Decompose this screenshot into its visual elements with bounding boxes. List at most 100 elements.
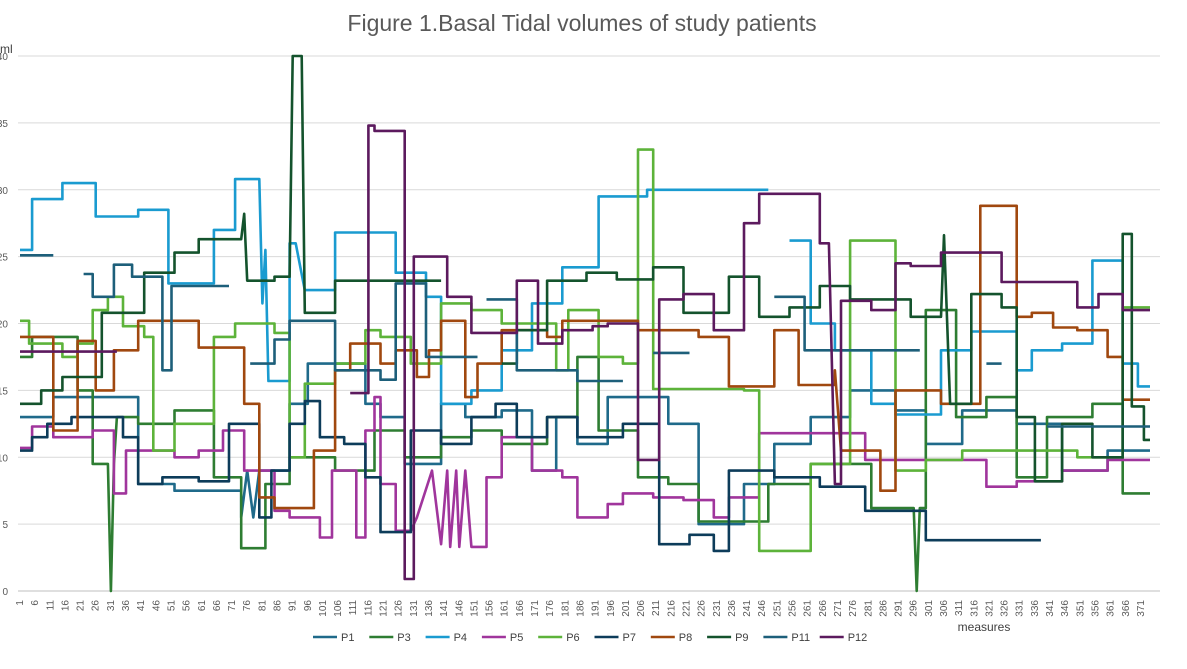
x-tick-label-201: 201 bbox=[621, 600, 632, 617]
x-tick-label-81: 81 bbox=[257, 600, 268, 612]
legend-label-p3: P3 bbox=[397, 632, 410, 644]
legend-label-p8: P8 bbox=[679, 632, 692, 644]
series-line-p9-8 bbox=[20, 54, 442, 406]
x-tick-label-6: 6 bbox=[30, 600, 41, 606]
legend-label-p11: P11 bbox=[791, 632, 810, 644]
x-tick-label-151: 151 bbox=[469, 600, 480, 617]
x-tick-label-346: 346 bbox=[1060, 600, 1071, 617]
series-line-p11-13 bbox=[486, 298, 623, 383]
x-tick-label-326: 326 bbox=[1000, 600, 1011, 617]
x-tick-label-271: 271 bbox=[833, 600, 844, 617]
x-tick-label-21: 21 bbox=[76, 600, 87, 612]
x-tick-label-106: 106 bbox=[333, 600, 344, 617]
x-tick-label-41: 41 bbox=[136, 600, 147, 612]
y-tick-label-15: 15 bbox=[0, 386, 8, 397]
y-axis-label: ml bbox=[0, 42, 13, 56]
x-tick-label-291: 291 bbox=[894, 600, 905, 617]
x-tick-label-331: 331 bbox=[1015, 600, 1026, 617]
x-tick-label-156: 156 bbox=[485, 600, 496, 617]
legend-label-p6: P6 bbox=[566, 632, 579, 644]
y-tick-label-25: 25 bbox=[0, 253, 8, 264]
x-tick-label-186: 186 bbox=[575, 600, 586, 617]
y-tick-label-35: 35 bbox=[0, 119, 8, 130]
x-tick-label-96: 96 bbox=[303, 600, 314, 612]
x-tick-label-1: 1 bbox=[15, 600, 26, 606]
x-tick-label-231: 231 bbox=[712, 600, 723, 617]
x-tick-label-61: 61 bbox=[197, 600, 208, 612]
y-axis-ticks: 0 5 10 15 20 25 30 35 40 bbox=[0, 52, 8, 598]
x-tick-label-241: 241 bbox=[742, 600, 753, 617]
legend-label-p7: P7 bbox=[623, 632, 636, 644]
x-tick-label-316: 316 bbox=[969, 600, 980, 617]
x-tick-label-351: 351 bbox=[1075, 600, 1086, 617]
x-tick-label-296: 296 bbox=[909, 600, 920, 617]
x-tick-label-261: 261 bbox=[803, 600, 814, 617]
x-tick-label-181: 181 bbox=[560, 600, 571, 617]
x-tick-label-11: 11 bbox=[45, 600, 56, 611]
x-tick-label-301: 301 bbox=[924, 600, 935, 617]
y-tick-label-10: 10 bbox=[0, 453, 8, 464]
series-line-p4-2 bbox=[20, 177, 769, 406]
x-tick-label-226: 226 bbox=[697, 600, 708, 617]
x-tick-label-266: 266 bbox=[818, 600, 829, 617]
x-tick-label-281: 281 bbox=[863, 600, 874, 617]
y-tick-label-0: 0 bbox=[2, 587, 8, 598]
x-tick-label-121: 121 bbox=[379, 600, 390, 617]
x-tick-label-141: 141 bbox=[439, 600, 450, 617]
x-tick-label-66: 66 bbox=[212, 600, 223, 612]
x-tick-label-166: 166 bbox=[515, 600, 526, 617]
legend-label-p1: P1 bbox=[341, 632, 354, 644]
series-line-p9-9 bbox=[501, 232, 1150, 483]
x-tick-label-286: 286 bbox=[878, 600, 889, 617]
x-tick-label-126: 126 bbox=[394, 600, 405, 617]
x-tick-label-111: 111 bbox=[348, 600, 359, 616]
x-axis-ticks: 1 6 11 16 21 26 31 36 41 46 51 56 61 66 71 76 81 86 91 96 10… bbox=[15, 600, 1147, 617]
series-line-p7-6 bbox=[20, 399, 1041, 553]
x-tick-label-146: 146 bbox=[454, 600, 465, 617]
x-tick-label-246: 246 bbox=[757, 600, 768, 617]
x-tick-label-16: 16 bbox=[60, 600, 71, 612]
x-tick-label-356: 356 bbox=[1090, 600, 1101, 617]
legend-label-p4: P4 bbox=[454, 632, 467, 644]
x-tick-label-336: 336 bbox=[1030, 600, 1041, 617]
legend-label-p9: P9 bbox=[735, 632, 748, 644]
x-tick-label-251: 251 bbox=[772, 600, 783, 617]
x-tick-label-311: 311 bbox=[954, 600, 965, 616]
series-line-p11-15 bbox=[774, 295, 920, 352]
x-tick-label-196: 196 bbox=[606, 600, 617, 617]
series-line-p11-11 bbox=[83, 263, 229, 372]
legend: P1 P3 P4 P5 P6 P7 P8 P9 P11 P12 bbox=[313, 632, 867, 644]
x-tick-label-211: 211 bbox=[651, 600, 662, 616]
legend-label-p5: P5 bbox=[510, 632, 523, 644]
x-tick-label-91: 91 bbox=[288, 600, 299, 612]
plot-area bbox=[20, 54, 1150, 593]
x-tick-label-26: 26 bbox=[91, 600, 102, 612]
y-tick-label-20: 20 bbox=[0, 320, 8, 331]
x-tick-label-171: 171 bbox=[530, 600, 541, 617]
x-tick-label-56: 56 bbox=[182, 600, 193, 612]
x-tick-label-31: 31 bbox=[106, 600, 117, 612]
y-tick-label-30: 30 bbox=[0, 186, 8, 197]
series-line-p3-1 bbox=[20, 308, 1150, 593]
x-tick-label-86: 86 bbox=[273, 600, 284, 612]
x-tick-label-131: 131 bbox=[409, 600, 420, 617]
x-tick-label-176: 176 bbox=[545, 600, 556, 617]
chart-title: Figure 1.Basal Tidal volumes of study pa… bbox=[347, 10, 816, 36]
x-tick-label-161: 161 bbox=[500, 600, 511, 617]
gridlines bbox=[18, 55, 1160, 592]
x-tick-label-206: 206 bbox=[636, 600, 647, 617]
x-tick-label-191: 191 bbox=[591, 600, 602, 617]
x-tick-label-36: 36 bbox=[121, 600, 132, 612]
x-tick-label-276: 276 bbox=[848, 600, 859, 617]
x-tick-label-256: 256 bbox=[788, 600, 799, 617]
x-tick-label-341: 341 bbox=[1045, 600, 1056, 617]
x-tick-label-101: 101 bbox=[318, 600, 329, 617]
x-tick-label-46: 46 bbox=[151, 600, 162, 612]
series-line-p6-5 bbox=[20, 148, 1150, 553]
x-tick-label-321: 321 bbox=[984, 600, 995, 617]
y-tick-label-5: 5 bbox=[2, 520, 8, 531]
x-tick-label-306: 306 bbox=[939, 600, 950, 617]
series-line-p12-19 bbox=[350, 124, 1150, 581]
x-tick-label-236: 236 bbox=[727, 600, 738, 617]
